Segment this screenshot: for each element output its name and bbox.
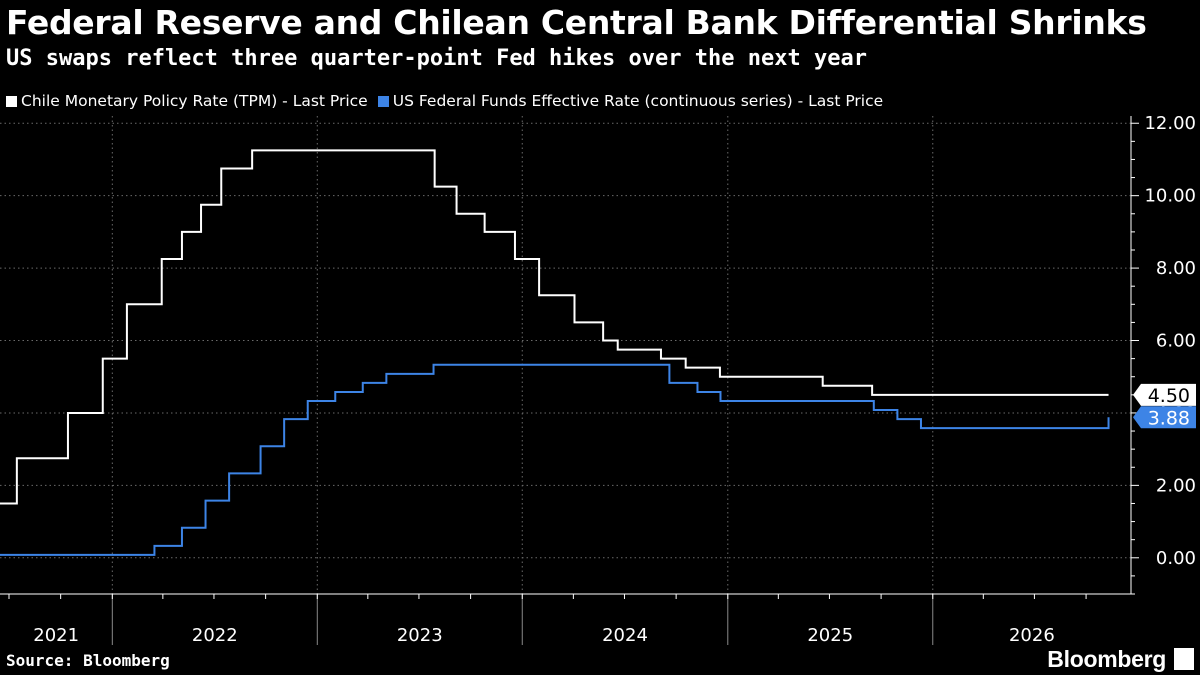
legend-label-us-fed-funds: US Federal Funds Effective Rate (continu…	[392, 92, 884, 110]
bloomberg-logo-icon	[1174, 648, 1194, 670]
y-tick-label: 0.00	[1156, 548, 1196, 569]
y-tick-label: 12.00	[1144, 113, 1196, 134]
source-note: Source: Bloomberg	[6, 651, 170, 670]
x-tick-label: 2021	[33, 625, 79, 646]
last-value-label-chile-tpm: 4.50	[1148, 385, 1190, 407]
x-tick-label: 2024	[602, 625, 648, 646]
x-tick-label: 2026	[1009, 625, 1055, 646]
chart-title: Federal Reserve and Chilean Central Bank…	[6, 3, 1147, 42]
brand-wordmark: Bloomberg	[1047, 646, 1166, 672]
x-tick-label: 2023	[397, 625, 443, 646]
y-tick-label: 6.00	[1156, 331, 1196, 352]
legend-item-chile-tpm: Chile Monetary Policy Rate (TPM) - Last …	[6, 92, 368, 110]
last-value-label-us-fed-funds: 3.88	[1148, 407, 1190, 429]
chart-subtitle: US swaps reflect three quarter-point Fed…	[6, 46, 867, 71]
x-tick-label: 2022	[192, 625, 238, 646]
last-value-tag-us-fed-funds	[1133, 406, 1196, 429]
series-line-chile-tpm	[0, 149, 1109, 505]
x-tick-label: 2025	[807, 625, 853, 646]
y-tick-label: 10.00	[1144, 186, 1196, 207]
legend-item-us-fed-funds: US Federal Funds Effective Rate (continu…	[377, 92, 884, 110]
series-line-us-fed-funds	[0, 363, 1110, 556]
legend-swatch-us-fed-funds	[377, 95, 389, 107]
last-value-tag-chile-tpm	[1133, 383, 1196, 406]
legend-swatch-chile-tpm	[6, 95, 17, 107]
y-tick-label: 2.00	[1156, 475, 1196, 496]
chart-legend: Chile Monetary Policy Rate (TPM) - Last …	[6, 90, 893, 112]
legend-label-chile-tpm: Chile Monetary Policy Rate (TPM) - Last …	[21, 92, 368, 110]
y-tick-label: 8.00	[1156, 258, 1196, 279]
